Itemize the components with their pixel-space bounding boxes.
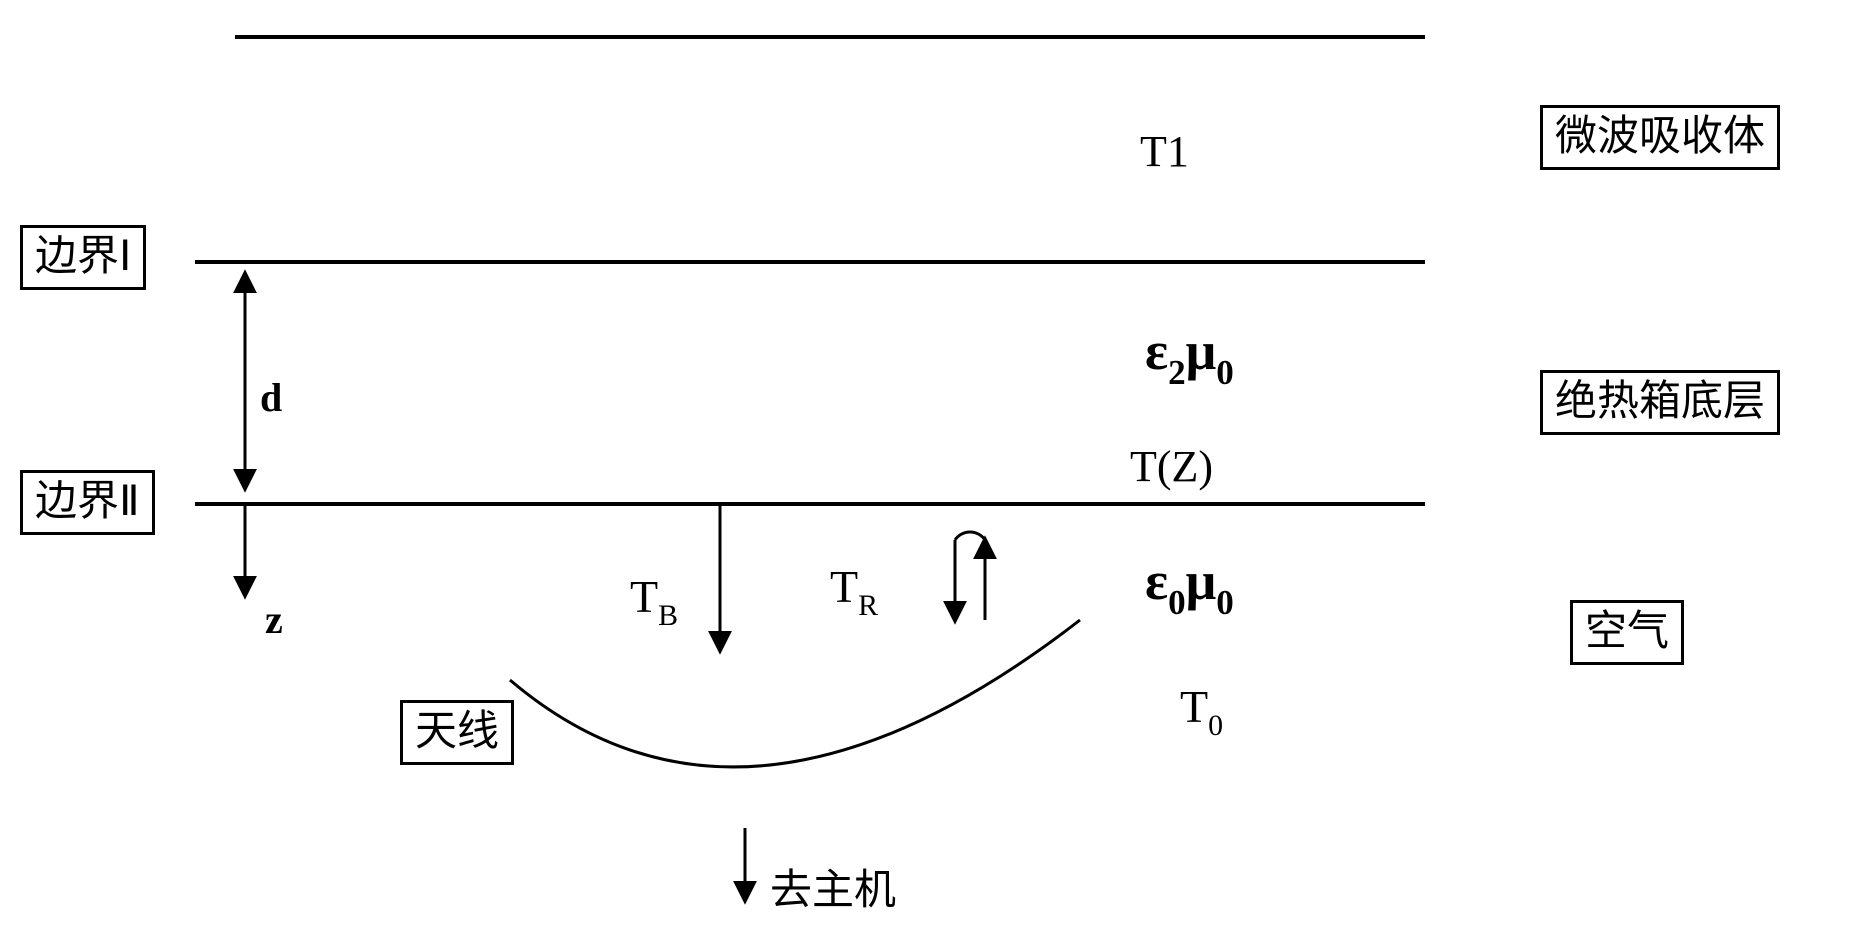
arrows-svg (0, 0, 1859, 943)
diagram-canvas: 微波吸收体 边界Ⅰ 绝热箱底层 边界Ⅱ 空气 天线 T1 T(Z) T0 TB … (0, 0, 1859, 943)
